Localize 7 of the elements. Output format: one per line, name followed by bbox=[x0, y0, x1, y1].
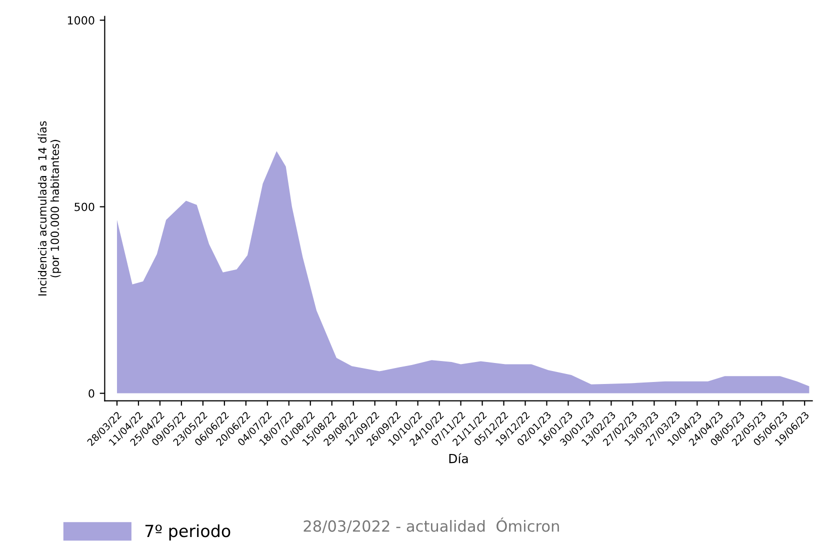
y-tick-label: 0 bbox=[88, 389, 94, 398]
text: 28/03/2022 - actualidad Ómicron bbox=[304, 518, 559, 534]
y-tick-label: 500 bbox=[74, 202, 94, 212]
y-axis-title: Incidencia acumulada a 14 días (por 100.000 habitantes) bbox=[38, 121, 62, 296]
y-tick-label: 1000 bbox=[68, 16, 94, 25]
legend-label: 7º periodo bbox=[145, 524, 230, 540]
x-axis-title: Día bbox=[449, 453, 468, 464]
